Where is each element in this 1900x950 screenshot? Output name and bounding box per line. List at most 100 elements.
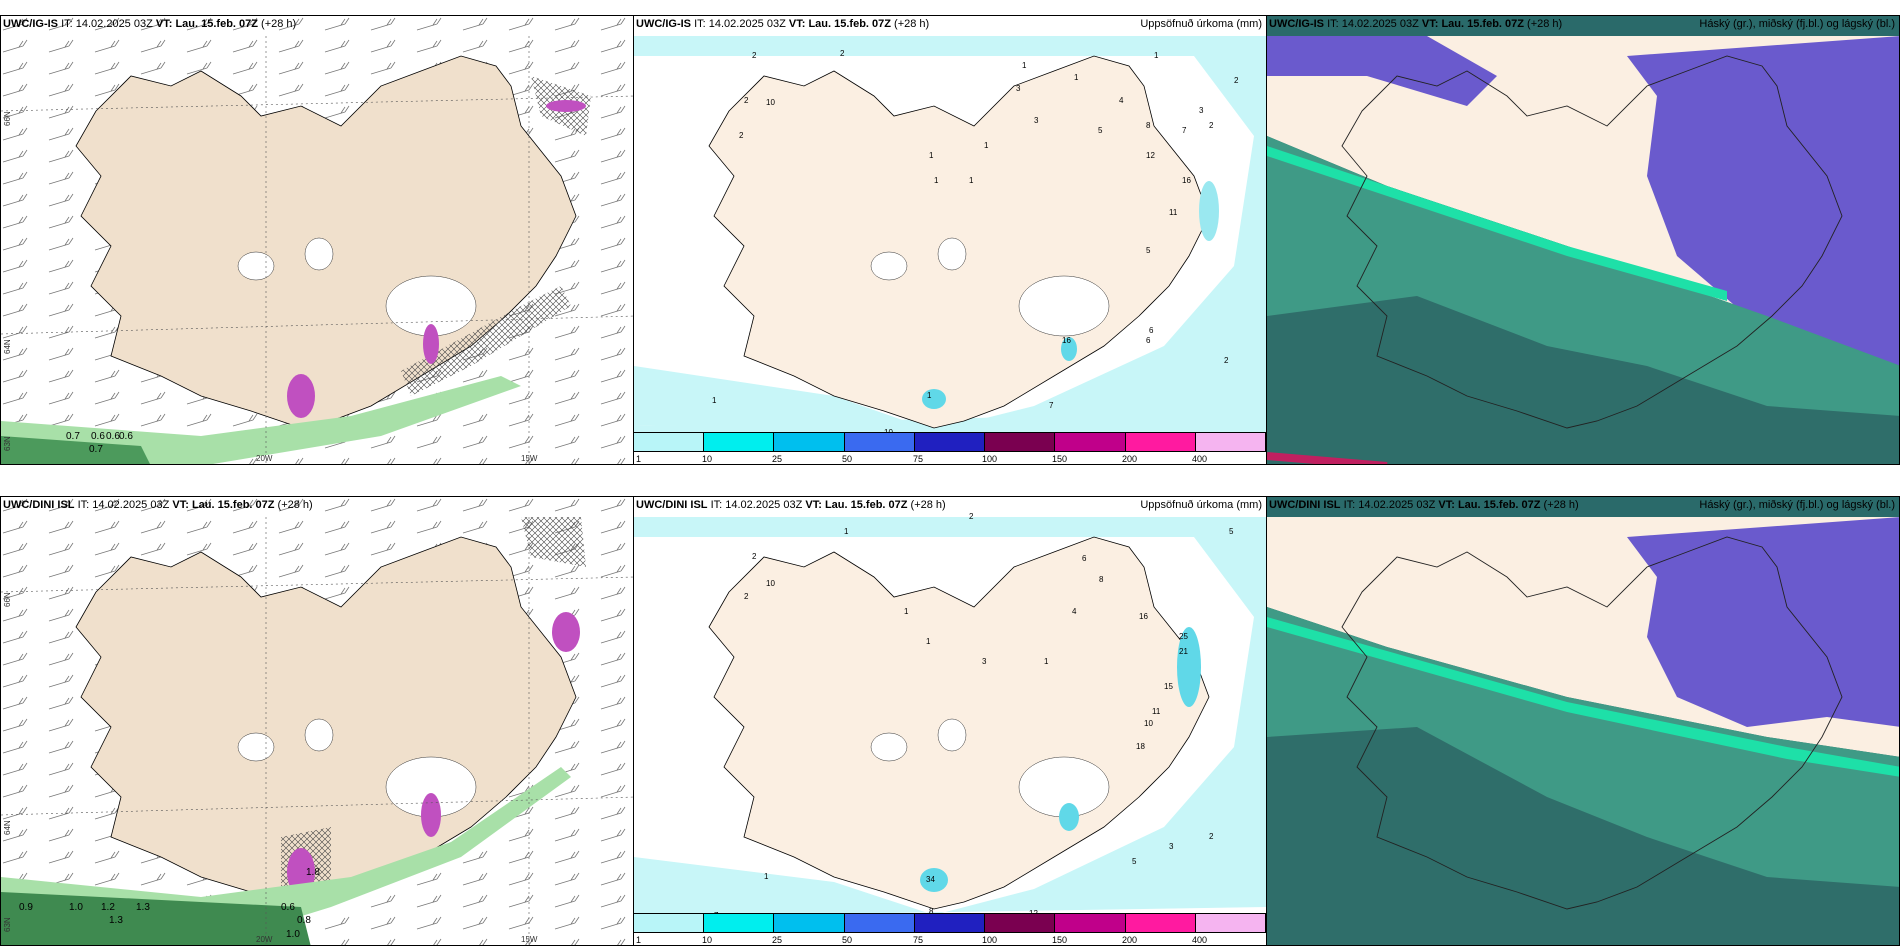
colorbar	[634, 913, 1266, 933]
colorbar-tick: 200	[1122, 454, 1138, 464]
mid-cloud	[1627, 36, 1899, 366]
colorbar-swatch	[774, 914, 845, 932]
precip-value: 1	[844, 527, 849, 536]
precip-blob	[922, 389, 946, 409]
precip-value: 7	[1182, 126, 1187, 135]
precip-value: 25	[1179, 632, 1188, 641]
wind-map	[1, 497, 633, 945]
precip-value: 2	[1234, 76, 1239, 85]
precip-value: 5	[1229, 527, 1234, 536]
precip-value: 1	[764, 872, 769, 881]
precip-value: 18	[1136, 742, 1145, 751]
colorbar-tick: 1	[636, 454, 642, 464]
colorbar-swatch	[634, 433, 705, 451]
panel-header: UWC/IG-IS IT: 14.02.2025 03Z VT: Lau. 15…	[636, 18, 930, 30]
precip-value: 1	[926, 637, 931, 646]
wind-value: 0.6	[91, 431, 105, 442]
wind-value: 0.7	[66, 431, 80, 442]
panel-header: UWC/DINI ISL IT: 14.02.2025 03Z VT: Lau.…	[1269, 499, 1579, 511]
colorbar-swatch	[1195, 914, 1266, 932]
colorbar-tick: 400	[1192, 454, 1208, 464]
panel-bottom-cloud: UWC/DINI ISL IT: 14.02.2025 03Z VT: Lau.…	[1266, 496, 1900, 946]
precip-magenta	[423, 324, 439, 364]
precip-blob	[1177, 627, 1201, 707]
precip-magenta	[421, 793, 441, 837]
low-cloud-dark	[1267, 727, 1899, 945]
panel-top-cloud: UWC/IG-IS IT: 14.02.2025 03Z VT: Lau. 15…	[1266, 15, 1900, 465]
precip-blob	[1061, 337, 1077, 361]
mid-cloud	[1627, 517, 1899, 727]
panel-header: UWC/DINI ISL IT: 14.02.2025 03Z VT: Lau.…	[3, 499, 313, 511]
precip-value: 1	[927, 391, 932, 400]
precip-blob	[1059, 803, 1079, 831]
mid-cloud	[1267, 36, 1497, 106]
precip-value: 16	[1062, 336, 1071, 345]
lat-label: 63N	[3, 436, 12, 451]
lat-label: 64N	[3, 820, 12, 835]
cloud-map	[1267, 16, 1899, 464]
hatched-area	[401, 286, 571, 396]
colorbar-tick: 200	[1122, 935, 1138, 945]
precip-value: 15	[1164, 682, 1173, 691]
precip-value: 2	[1209, 832, 1214, 841]
panel-title: Uppsöfnuð úrkoma (mm)	[1140, 499, 1262, 511]
colorbar-tick: 50	[842, 935, 853, 945]
colorbar-tick: 10	[702, 454, 713, 464]
precip-value: 16	[1182, 176, 1191, 185]
green-precip-band	[1, 376, 521, 464]
colorbar-tick: 25	[772, 935, 783, 945]
panel-title: Háský (gr.), miðský (fj.bl.) og lágský (…	[1699, 499, 1895, 511]
colorbar-tick: 400	[1192, 935, 1208, 945]
colorbar-tick: 1	[636, 935, 642, 945]
precip-value: 1	[1074, 73, 1079, 82]
colorbar-tick: 150	[1052, 935, 1068, 945]
colorbar-swatch	[704, 914, 775, 932]
colorbar	[634, 432, 1266, 452]
precip-value: 5	[1132, 857, 1137, 866]
panel-title: Háský (gr.), miðský (fj.bl.) og lágský (…	[1699, 18, 1895, 30]
colorbar-swatch	[985, 914, 1056, 932]
green-precip-band	[1, 892, 311, 945]
colorbar-tick: 150	[1052, 454, 1068, 464]
colorbar-swatch	[1055, 433, 1126, 451]
precip-map	[634, 16, 1266, 464]
precip-value: 2	[744, 96, 749, 105]
precip-value: 34	[926, 875, 935, 884]
wind-value: 0.9	[19, 902, 33, 913]
precip-value: 3	[1016, 84, 1021, 93]
precip-value: 3	[1034, 116, 1039, 125]
precip-value: 2	[739, 131, 744, 140]
low-cloud-dark	[1267, 296, 1899, 464]
precip-value: 6	[1149, 326, 1154, 335]
colorbar-tick: 75	[913, 454, 924, 464]
precip-value: 2	[840, 49, 845, 58]
wind-value: 1.0	[69, 902, 83, 913]
wind-value: 1.0	[286, 929, 300, 940]
wind-value: 1.8	[306, 867, 320, 878]
ocean-precip	[634, 517, 1266, 917]
precip-value: 10	[766, 579, 775, 588]
precip-value: 5	[1098, 126, 1103, 135]
colorbar-swatch	[844, 914, 915, 932]
precip-magenta	[546, 100, 586, 112]
lon-label: 20W	[256, 454, 273, 463]
precip-value: 1	[929, 151, 934, 160]
ocean-precip	[634, 36, 1266, 431]
precip-value: 2	[969, 512, 974, 521]
colorbar-tick: 10	[702, 935, 713, 945]
precip-magenta	[552, 612, 580, 652]
precip-value: 11	[1152, 707, 1161, 716]
lat-label: 66N	[3, 111, 12, 126]
lon-label: 15W	[521, 935, 538, 944]
precip-value: 8	[1146, 121, 1151, 130]
colorbar-tick: 50	[842, 454, 853, 464]
colorbar-swatch	[1125, 433, 1196, 451]
wind-map	[1, 16, 633, 464]
precip-value: 1	[969, 176, 974, 185]
precip-value: 1	[934, 176, 939, 185]
precip-value: 16	[1139, 612, 1148, 621]
panel-bottom-wind: UWC/DINI ISL IT: 14.02.2025 03Z VT: Lau.…	[0, 496, 634, 946]
lon-label: 20W	[256, 935, 273, 944]
precip-value: 2	[752, 51, 757, 60]
precip-value: 10	[1144, 719, 1153, 728]
